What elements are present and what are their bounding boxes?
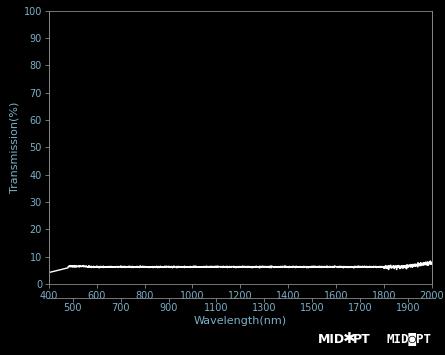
Y-axis label: Transmission(%): Transmission(%) [9, 102, 20, 193]
Text: PT: PT [352, 333, 370, 346]
X-axis label: Wavelength(nm): Wavelength(nm) [194, 316, 287, 326]
Text: MID◙PT: MID◙PT [387, 333, 432, 346]
Text: ✱: ✱ [343, 332, 356, 346]
Text: MID: MID [318, 333, 345, 346]
